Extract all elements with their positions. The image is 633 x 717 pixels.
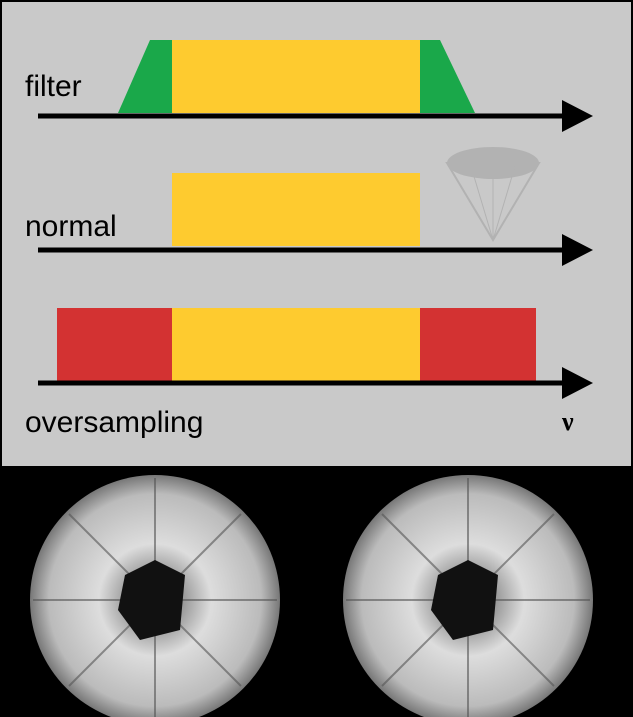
axis-label: ν — [561, 407, 574, 436]
ct-image-right — [343, 475, 593, 717]
filter-edge — [420, 40, 475, 113]
row-label: normal — [25, 210, 117, 243]
row-label: oversampling — [25, 406, 203, 439]
passband — [172, 308, 420, 382]
passband — [172, 173, 420, 246]
oversampled-band — [420, 308, 536, 382]
arrowhead — [562, 367, 593, 399]
row-label: filter — [25, 70, 82, 103]
watermark-icon — [445, 147, 541, 242]
filter-edge — [118, 40, 172, 113]
ct-image-left — [30, 475, 280, 717]
passband — [172, 40, 420, 113]
arrowhead — [562, 100, 593, 132]
oversampled-band — [57, 308, 172, 382]
arrowhead — [562, 234, 593, 266]
